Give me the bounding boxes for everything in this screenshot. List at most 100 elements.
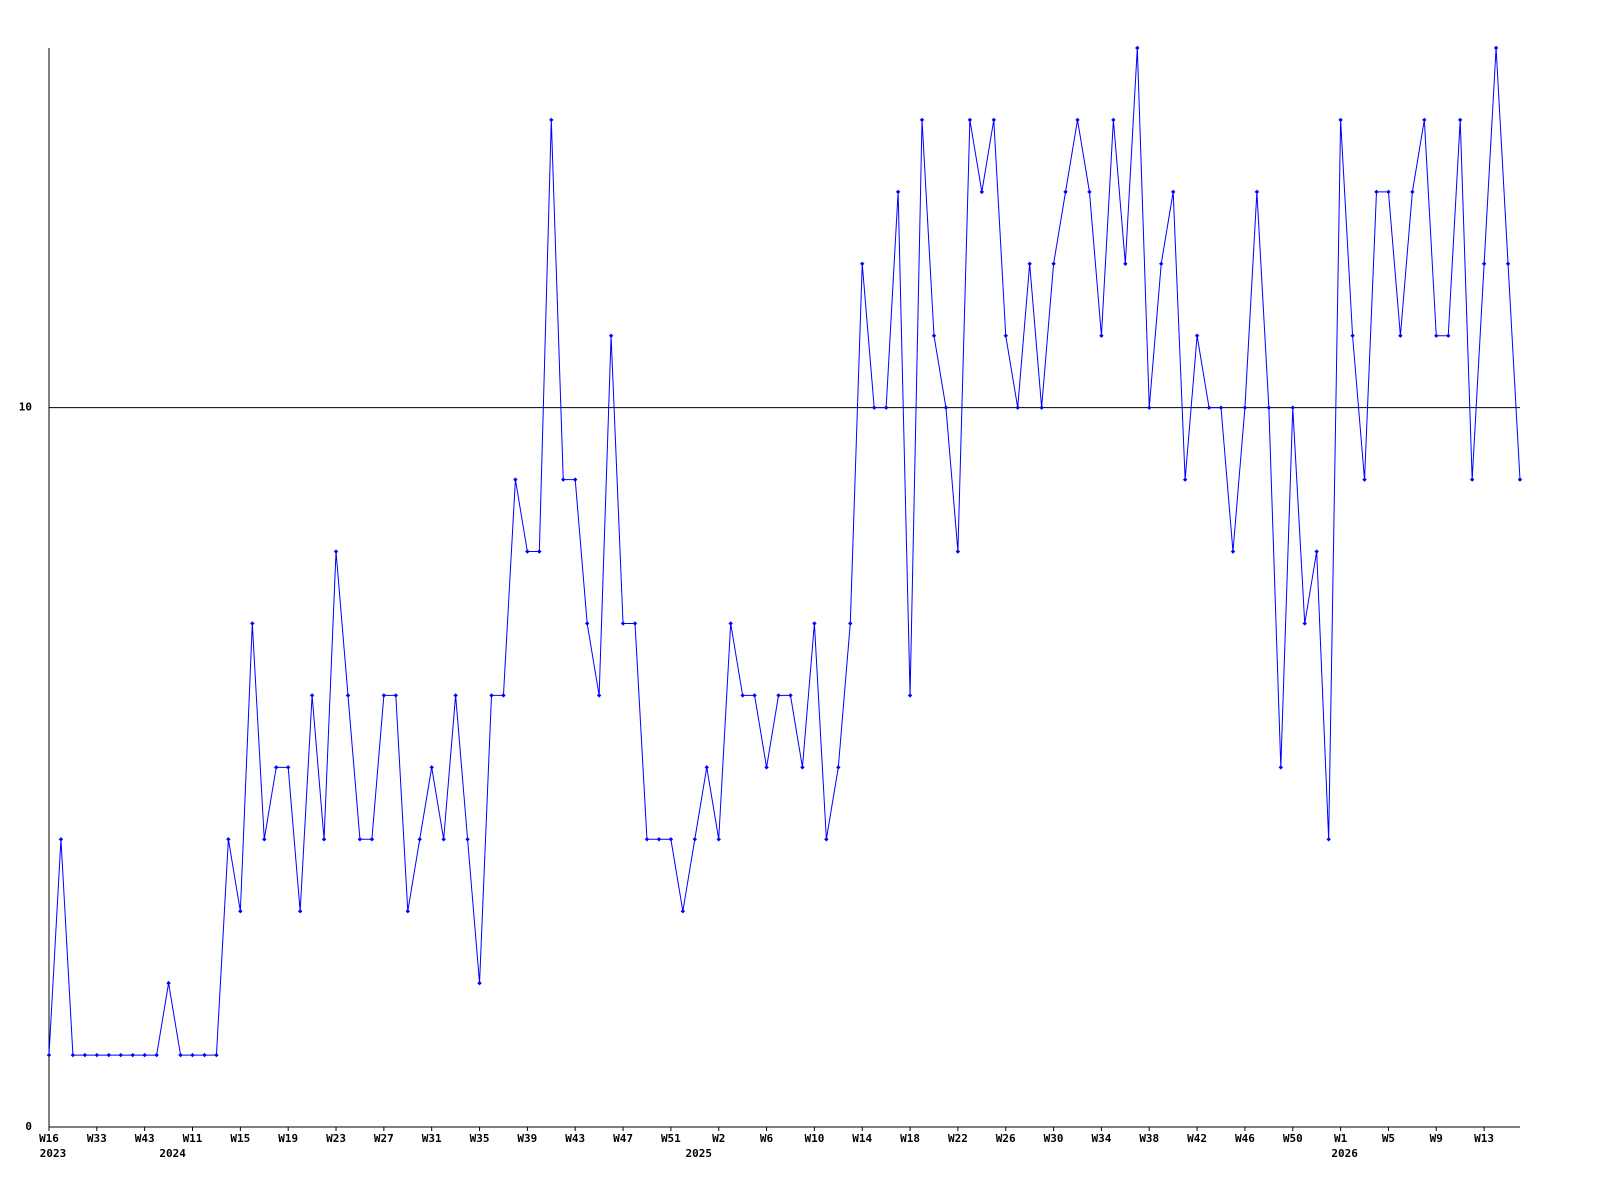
- x-tick-label: W34: [1091, 1132, 1111, 1145]
- point: [1254, 189, 1260, 195]
- point: [967, 117, 973, 123]
- x-tick-label: W43: [565, 1132, 585, 1145]
- point: [752, 693, 757, 698]
- x-tick-label: W26: [996, 1132, 1016, 1145]
- point: [680, 909, 686, 914]
- point: [274, 765, 279, 770]
- x-tick-label: W18: [900, 1132, 920, 1145]
- line: [48, 47, 1521, 1056]
- point: [895, 189, 901, 195]
- point: [549, 117, 554, 123]
- x-tick-label: W19: [278, 1132, 298, 1145]
- x-tick-label: W10: [804, 1132, 824, 1145]
- point: [465, 837, 470, 842]
- point: [668, 837, 674, 842]
- point: [178, 1052, 183, 1058]
- point: [1374, 189, 1379, 195]
- point: [656, 837, 662, 842]
- point: [1194, 333, 1200, 338]
- point: [130, 1052, 135, 1058]
- x-tick-label: W15: [230, 1132, 250, 1145]
- point: [202, 1052, 207, 1058]
- point: [1027, 261, 1032, 266]
- point: [321, 837, 327, 842]
- point: [1242, 405, 1248, 410]
- point: [262, 837, 267, 842]
- point: [1051, 261, 1056, 266]
- point: [429, 765, 434, 770]
- point: [477, 980, 482, 986]
- point: [1469, 477, 1475, 482]
- point: [142, 1052, 147, 1058]
- point: [369, 837, 375, 842]
- point: [1218, 405, 1224, 410]
- point: [632, 621, 638, 626]
- x-tick-label: W47: [613, 1132, 633, 1145]
- point: [596, 693, 602, 698]
- x-tick-label: W27: [374, 1132, 394, 1145]
- point: [1386, 189, 1391, 195]
- point: [513, 477, 518, 482]
- point: [1398, 333, 1403, 338]
- point: [1015, 405, 1020, 410]
- point: [1099, 333, 1104, 338]
- point: [1422, 117, 1427, 123]
- point: [812, 621, 817, 626]
- x-tick-label: W16: [39, 1132, 59, 1145]
- point: [1481, 261, 1487, 266]
- point: [836, 765, 841, 770]
- x-tick-label: W2: [712, 1132, 725, 1145]
- point: [704, 765, 709, 770]
- point: [309, 693, 315, 698]
- year-label: 2025: [686, 1147, 713, 1160]
- point: [226, 837, 231, 842]
- point: [214, 1052, 219, 1058]
- point: [561, 477, 566, 482]
- point: [931, 333, 937, 338]
- point: [537, 549, 542, 554]
- point: [417, 837, 422, 842]
- x-tick-label: W13: [1474, 1132, 1494, 1145]
- point: [501, 693, 506, 698]
- point: [860, 261, 865, 266]
- point: [1362, 477, 1367, 482]
- point: [1063, 189, 1068, 195]
- point: [692, 837, 698, 842]
- point: [333, 549, 339, 554]
- point: [1170, 189, 1176, 195]
- x-tick-label: W50: [1283, 1132, 1303, 1145]
- point: [788, 693, 793, 698]
- x-tick-label: W6: [760, 1132, 774, 1145]
- point: [1159, 261, 1164, 266]
- point: [979, 189, 985, 195]
- point: [357, 837, 363, 842]
- point: [716, 837, 721, 842]
- point: [1087, 189, 1092, 195]
- point: [943, 405, 949, 410]
- point: [1314, 549, 1319, 554]
- point: [800, 765, 805, 770]
- point: [285, 765, 291, 770]
- point: [1338, 117, 1343, 123]
- x-tick-label: W51: [661, 1132, 681, 1145]
- x-tick-label: W43: [135, 1132, 155, 1145]
- point: [345, 693, 351, 698]
- point: [584, 621, 590, 626]
- point: [764, 765, 769, 770]
- point: [1182, 477, 1188, 482]
- point: [1230, 549, 1236, 554]
- point: [381, 693, 387, 698]
- point: [1206, 405, 1212, 410]
- point: [1111, 117, 1116, 123]
- point: [297, 909, 303, 914]
- point: [848, 621, 853, 626]
- point: [1493, 45, 1499, 51]
- x-tick-label: W9: [1430, 1132, 1443, 1145]
- point: [405, 909, 410, 914]
- point: [1266, 405, 1272, 410]
- point: [776, 693, 781, 698]
- point: [608, 333, 614, 338]
- x-tick-label: W23: [326, 1132, 346, 1145]
- x-tick-label: W38: [1139, 1132, 1159, 1145]
